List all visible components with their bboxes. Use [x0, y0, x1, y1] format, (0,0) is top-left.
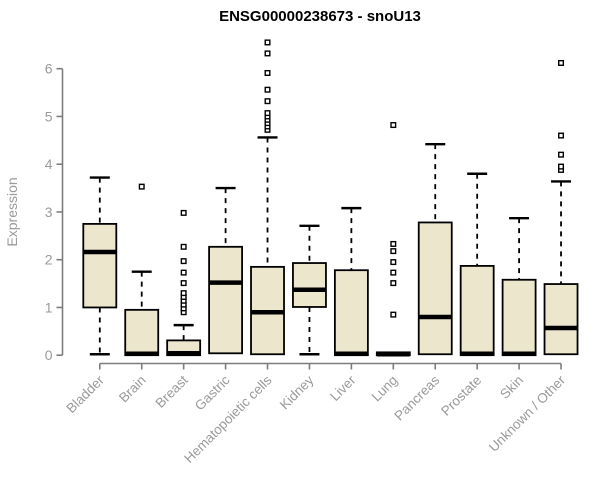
boxplot-box — [292, 262, 327, 308]
outlier-point — [390, 280, 397, 287]
outlier-point — [558, 132, 565, 139]
outlier-point — [558, 163, 565, 170]
outlier-point — [390, 259, 397, 266]
outlier-point — [180, 280, 187, 287]
chart-title: ENSG00000238673 - snoU13 — [219, 8, 421, 25]
outlier-point — [180, 290, 187, 297]
outlier-point — [390, 122, 397, 129]
outlier-point — [264, 110, 271, 117]
boxplot-box — [543, 283, 579, 356]
outlier-point — [264, 98, 271, 105]
x-tick-label: Kidney — [277, 372, 317, 412]
outlier-point — [180, 243, 187, 250]
boxplot-box — [417, 221, 453, 356]
y-tick-label: 2 — [45, 252, 53, 268]
x-tick-label: Liver — [327, 372, 359, 404]
y-tick-label: 1 — [45, 299, 53, 315]
y-tick-label: 4 — [45, 156, 53, 172]
x-tick-label: Skin — [497, 373, 526, 402]
boxplot-box — [501, 278, 537, 357]
outlier-point — [264, 86, 271, 93]
x-tick-label: Brain — [116, 373, 149, 406]
outlier-point — [264, 39, 271, 46]
boxplot-box — [459, 265, 495, 357]
boxplot-box — [82, 222, 118, 309]
outlier-point — [180, 258, 187, 265]
y-axis-label-expression: Expression — [4, 177, 20, 246]
outlier-point — [180, 209, 187, 216]
y-tick-label: 5 — [45, 108, 53, 124]
x-tick-label: Breast — [153, 372, 191, 410]
outlier-point — [558, 151, 565, 158]
x-tick-label: Pancreas — [391, 372, 442, 423]
y-tick-label: 3 — [45, 204, 53, 220]
boxplot-box — [124, 308, 160, 357]
outlier-point — [558, 59, 565, 66]
x-tick-label: Lung — [369, 373, 401, 405]
outlier-point — [390, 311, 397, 318]
y-tick-label: 6 — [45, 61, 53, 77]
outlier-point — [390, 240, 397, 247]
outlier-point — [390, 248, 397, 255]
x-tick-label: Unknown / Other — [486, 372, 569, 455]
y-tick-label: 0 — [45, 347, 53, 363]
outlier-point — [180, 269, 187, 276]
boxplot-box — [333, 269, 369, 357]
outlier-point — [264, 50, 271, 57]
x-tick-label: Bladder — [63, 372, 107, 416]
x-tick-label: Prostate — [438, 373, 484, 419]
outlier-point — [138, 183, 145, 190]
outlier-point — [264, 69, 271, 76]
boxplot-box — [208, 245, 243, 355]
x-tick-label: Gastric — [192, 372, 233, 413]
outlier-point — [390, 269, 397, 276]
